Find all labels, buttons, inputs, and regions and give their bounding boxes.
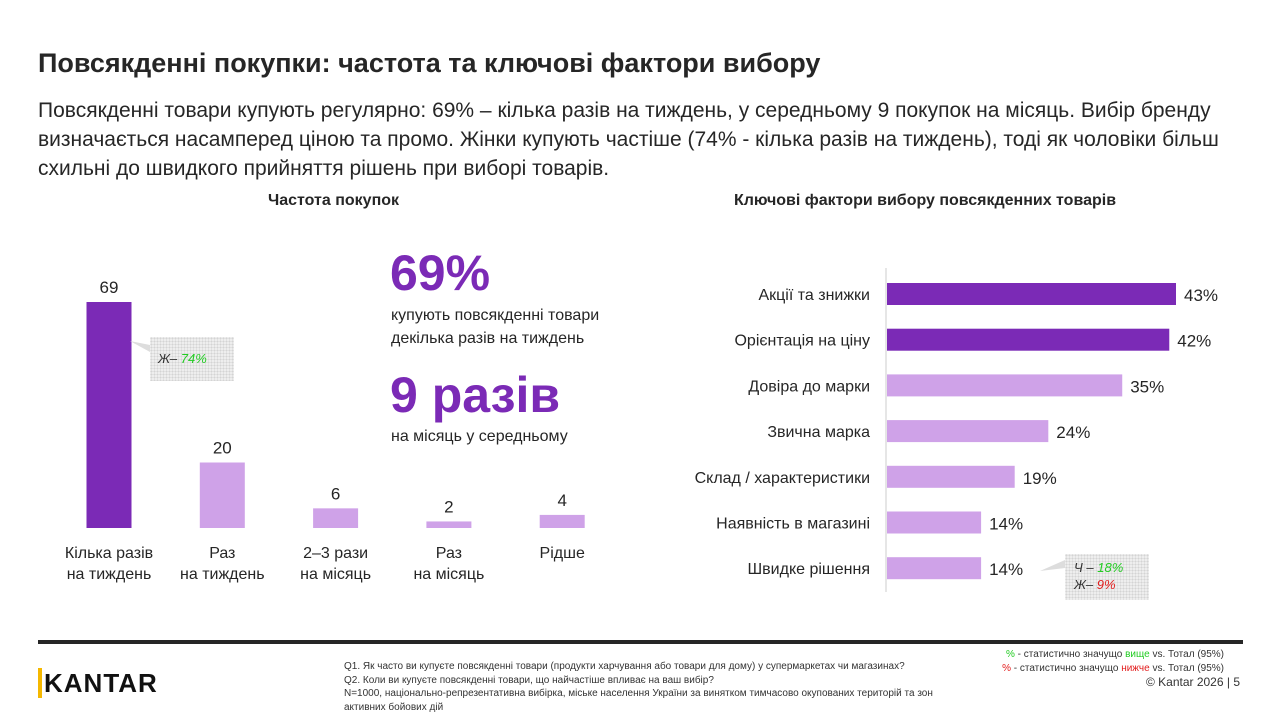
logo-text: KANTAR bbox=[38, 668, 158, 698]
callout-value-male: 18% bbox=[1097, 560, 1124, 575]
category-label: Склад / характеристики bbox=[695, 470, 870, 487]
data-label: 24% bbox=[1056, 423, 1090, 442]
data-label: 2 bbox=[444, 497, 453, 516]
kpi-value-2: 9 разів bbox=[390, 367, 561, 423]
lower-word: нижче bbox=[1121, 662, 1150, 674]
callout-label-female: Ж– bbox=[1074, 577, 1094, 592]
bar bbox=[887, 557, 982, 580]
bar bbox=[539, 514, 585, 528]
callout-value-female: 9% bbox=[1096, 577, 1116, 592]
category-label: 2–3 рази bbox=[303, 545, 368, 562]
data-label: 14% bbox=[989, 560, 1023, 579]
bar bbox=[887, 328, 1170, 351]
female-callout: Ж– 74% bbox=[150, 337, 234, 381]
data-label: 35% bbox=[1130, 377, 1164, 396]
bar bbox=[887, 374, 1123, 397]
bar bbox=[313, 508, 359, 528]
callout-pointer bbox=[130, 341, 150, 352]
data-label: 4 bbox=[557, 491, 566, 510]
footnote-q2: Q2. Коли ви купуєте повсякденні товари, … bbox=[344, 674, 714, 686]
category-label: Раз bbox=[209, 545, 235, 562]
copyright: © Kantar 2026 | 5 bbox=[1145, 675, 1240, 689]
footer-divider bbox=[38, 640, 1243, 644]
category-label: Акції та знижки bbox=[758, 287, 870, 304]
legend-text: vs. Тотал (95%) bbox=[1149, 649, 1224, 660]
callout-value: 74% bbox=[180, 351, 207, 366]
data-label: 42% bbox=[1177, 332, 1211, 351]
category-label: Орієнтація на ціну bbox=[734, 333, 870, 350]
footnote-sample: N=1000, національно-репрезентативна вибі… bbox=[344, 688, 933, 713]
significance-legend: % - статистично значущо вище vs. Тотал (… bbox=[960, 648, 1224, 675]
category-label: на місяць bbox=[300, 566, 371, 583]
footnote-q1: Q1. Як часто ви купуєте повсякденні това… bbox=[344, 661, 905, 672]
category-label: Звична марка bbox=[767, 424, 870, 441]
legend-text: - статистично значущо bbox=[1010, 662, 1122, 674]
left-chart-title: Частота покупок bbox=[268, 192, 400, 209]
category-label: на тиждень bbox=[180, 566, 265, 583]
data-label: 20 bbox=[213, 438, 232, 457]
bar bbox=[426, 521, 472, 528]
data-label: 19% bbox=[1023, 469, 1057, 488]
higher-word: вище bbox=[1125, 649, 1150, 660]
right-chart-title: Ключові фактори вибору повсякденних това… bbox=[734, 192, 1117, 209]
page-title: Повсякденні покупки: частота та ключові … bbox=[38, 48, 821, 78]
lower-mark: % bbox=[1002, 662, 1011, 674]
category-label: Наявність в магазині bbox=[716, 516, 870, 533]
data-label: 43% bbox=[1184, 286, 1218, 305]
kantar-logo: KANTAR bbox=[38, 668, 158, 699]
category-label: на тиждень bbox=[67, 566, 152, 583]
legend-text: - статистично значущо bbox=[1014, 649, 1126, 660]
page-subtitle: Повсякденні товари купують регулярно: 69… bbox=[38, 99, 1219, 180]
higher-mark: % bbox=[1005, 649, 1015, 660]
category-label: Довіра до марки bbox=[748, 378, 870, 395]
data-label: 69 bbox=[100, 278, 119, 297]
callout-label-male: Ч – bbox=[1074, 560, 1094, 575]
kpi-text-2: на місяць у середньому bbox=[391, 428, 568, 445]
bar bbox=[887, 283, 1176, 305]
callout-pointer bbox=[1040, 560, 1065, 571]
callout-label: Ж– bbox=[158, 351, 178, 366]
data-label: 14% bbox=[989, 515, 1023, 534]
category-label: на місяць bbox=[413, 566, 484, 583]
bar bbox=[887, 511, 982, 534]
data-label: 6 bbox=[331, 484, 340, 503]
gender-callout: Ч – 18% Ж– 9% bbox=[1065, 554, 1149, 600]
category-label: Кілька разів bbox=[65, 545, 153, 562]
bar bbox=[86, 302, 132, 528]
bar bbox=[887, 420, 1049, 443]
bar bbox=[199, 462, 245, 528]
category-label: Швидке рішення bbox=[748, 561, 870, 578]
footnotes: Q1. Як часто ви купуєте повсякденні това… bbox=[344, 660, 964, 714]
bar bbox=[887, 465, 1015, 488]
kpi-value-1: 69% bbox=[390, 245, 491, 301]
kpi-text-1: купують повсякденні товари декілька разі… bbox=[391, 307, 600, 347]
category-label: Рідше bbox=[540, 545, 585, 562]
category-label: Раз bbox=[436, 545, 462, 562]
legend-text: vs. Тотал (95%) bbox=[1149, 662, 1224, 674]
